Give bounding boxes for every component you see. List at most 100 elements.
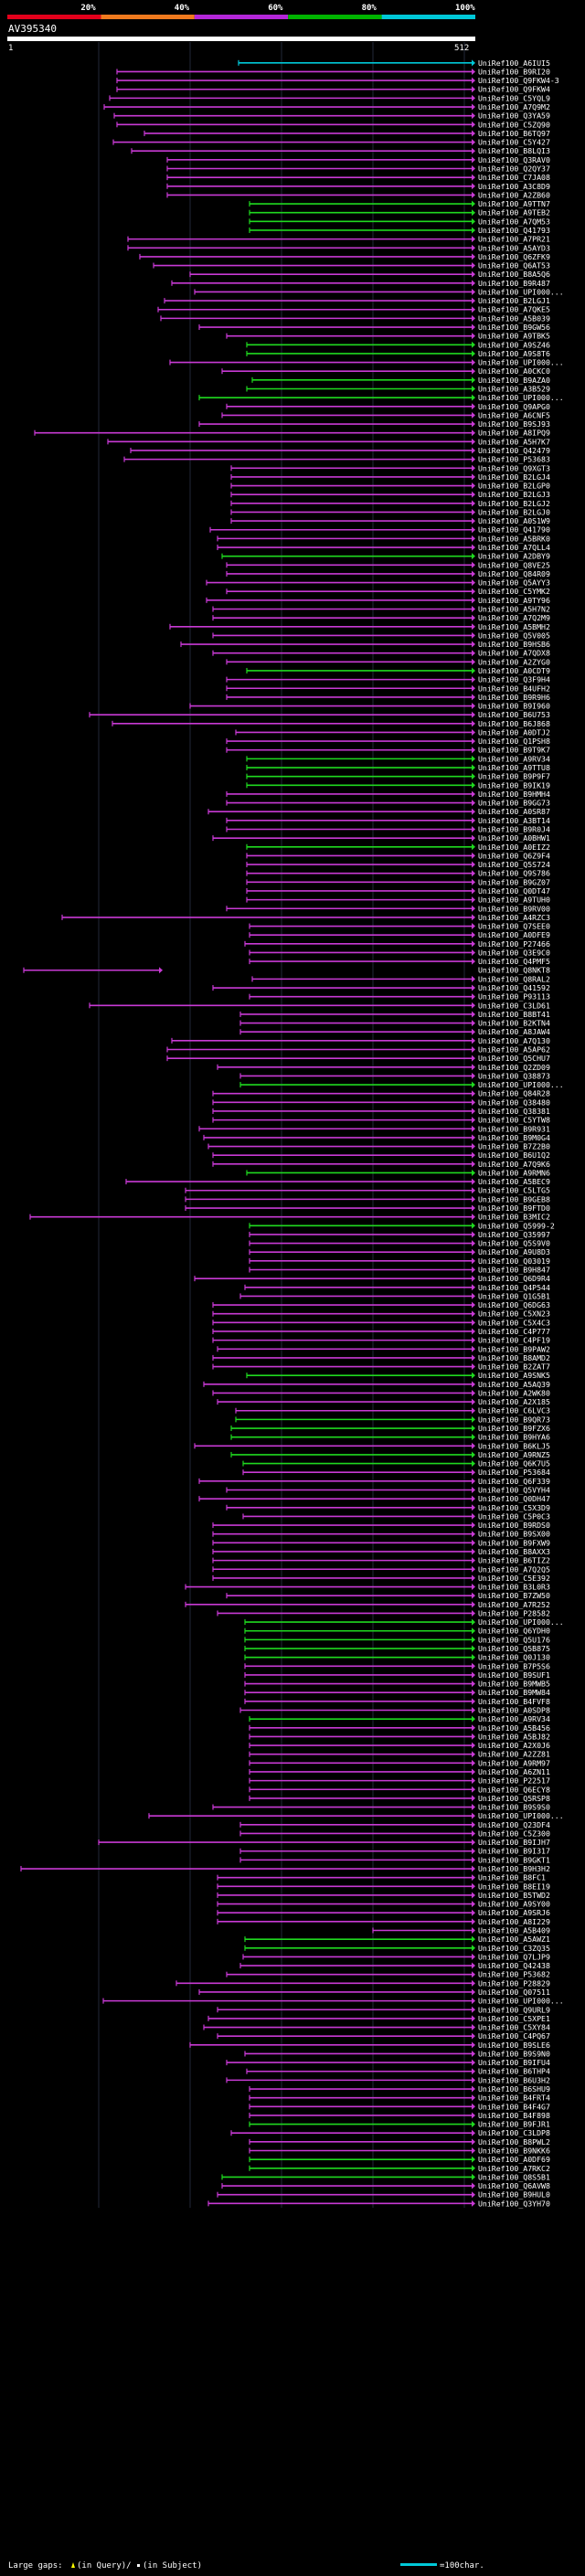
hit-label[interactable]: UniRef100_A7QM53 (478, 217, 550, 226)
hit-label[interactable]: UniRef100_Q9FKW4-3 (478, 76, 559, 85)
hit-label[interactable]: UniRef100_C5ZQ90 (478, 120, 550, 129)
hit-label[interactable]: UniRef100_C4P777 (478, 1327, 550, 1336)
hit-label[interactable]: UniRef100_P27466 (478, 939, 550, 949)
hit-label[interactable]: UniRef100_Q35997 (478, 1230, 550, 1239)
hit-label[interactable]: UniRef100_B2LGJ0 (478, 507, 550, 516)
hit-label[interactable]: UniRef100_B4F4G7 (478, 2102, 550, 2111)
hit-label[interactable]: UniRef100_A5AWZ1 (478, 1935, 550, 1944)
hit-label[interactable]: UniRef100_Q3F9H4 (478, 675, 550, 684)
hit-label[interactable]: UniRef100_B9SUF1 (478, 1670, 550, 1680)
hit-label[interactable]: UniRef100_Q0DT47 (478, 886, 550, 896)
hit-label[interactable]: UniRef100_Q7LJP9 (478, 1952, 550, 1961)
hit-label[interactable]: UniRef100_A2X0J6 (478, 1741, 550, 1750)
hit-label[interactable]: UniRef100_B9T9K7 (478, 746, 550, 755)
hit-label[interactable]: UniRef100_Q7SEE0 (478, 922, 550, 931)
hit-label[interactable]: UniRef100_UPI000... (478, 1997, 564, 2006)
hit-label[interactable]: UniRef100_Q41793 (478, 226, 550, 235)
hit-label[interactable]: UniRef100_UPI000... (478, 1080, 564, 1089)
hit-label[interactable]: UniRef100_P22517 (478, 1776, 550, 1786)
hit-label[interactable]: UniRef100_A4RZC3 (478, 913, 550, 922)
hit-label[interactable]: UniRef100_B9S9S0 (478, 1803, 550, 1812)
hit-label[interactable]: UniRef100_A0BHW1 (478, 833, 550, 843)
hit-label[interactable]: UniRef100_B9R487 (478, 279, 550, 288)
hit-label[interactable]: UniRef100_Q84R09 (478, 569, 550, 578)
hit-label[interactable]: UniRef100_C5X4C3 (478, 1318, 550, 1327)
hit-label[interactable]: UniRef100_B8BT41 (478, 1010, 550, 1019)
hit-label[interactable]: UniRef100_B9FTD0 (478, 1203, 550, 1213)
hit-label[interactable]: UniRef100_A5AYD3 (478, 243, 550, 252)
hit-label[interactable]: UniRef100_B9FZX6 (478, 1424, 550, 1433)
hit-label[interactable]: UniRef100_Q5VYH4 (478, 1486, 550, 1495)
hit-label[interactable]: UniRef100_UPI000... (478, 1617, 564, 1627)
hit-label[interactable]: UniRef100_A2WK80 (478, 1388, 550, 1397)
hit-label[interactable]: UniRef100_Q23DF4 (478, 1820, 550, 1829)
hit-label[interactable]: UniRef100_B8AXX3 (478, 1547, 550, 1556)
hit-label[interactable]: UniRef100_A9TEB2 (478, 208, 550, 217)
hit-label[interactable]: UniRef100_Q9S786 (478, 869, 550, 878)
hit-label[interactable]: UniRef100_Q9URL9 (478, 2005, 550, 2014)
hit-label[interactable]: UniRef100_B9PAW2 (478, 1344, 550, 1353)
hit-label[interactable]: UniRef100_A9SNK5 (478, 1371, 550, 1380)
hit-label[interactable]: UniRef100_Q3E9C0 (478, 948, 550, 957)
hit-label[interactable]: UniRef100_B9SLE6 (478, 2041, 550, 2050)
hit-label[interactable]: UniRef100_UPI000... (478, 393, 564, 402)
hit-label[interactable]: UniRef100_B9GEB8 (478, 1194, 550, 1203)
hit-label[interactable]: UniRef100_B2LGJ4 (478, 472, 550, 482)
hit-label[interactable]: UniRef100_Q41592 (478, 983, 550, 992)
hit-label[interactable]: UniRef100_C5Y427 (478, 138, 550, 147)
hit-label[interactable]: UniRef100_A9RV34 (478, 754, 550, 763)
hit-label[interactable]: UniRef100_Q6YDH0 (478, 1627, 550, 1636)
hit-label[interactable]: UniRef100_A9RMN6 (478, 1168, 550, 1177)
hit-label[interactable]: UniRef100_B9H847 (478, 1266, 550, 1275)
hit-label[interactable]: UniRef100_A7Q9K6 (478, 1160, 550, 1169)
hit-label[interactable]: UniRef100_B4UFH2 (478, 684, 550, 693)
hit-label[interactable]: UniRef100_B3L0R3 (478, 1583, 550, 1592)
hit-label[interactable]: UniRef100_Q0J130 (478, 1653, 550, 1662)
hit-label[interactable]: UniRef100_B9HSB6 (478, 640, 550, 649)
hit-label[interactable]: UniRef100_A9RNZ5 (478, 1450, 550, 1459)
hit-label[interactable]: UniRef100_B4FVF8 (478, 1697, 550, 1706)
hit-label[interactable]: UniRef100_Q3RAV0 (478, 155, 550, 164)
hit-label[interactable]: UniRef100_Q9XGT3 (478, 463, 550, 472)
hit-label[interactable]: UniRef100_Q2ZD09 (478, 1063, 550, 1072)
hit-label[interactable]: UniRef100_B7Z2B0 (478, 1142, 550, 1151)
hit-label[interactable]: UniRef100_Q9APG0 (478, 402, 550, 411)
hit-label[interactable]: UniRef100_B2LGP0 (478, 482, 550, 491)
hit-label[interactable]: UniRef100_A5BJ82 (478, 1732, 550, 1741)
hit-label[interactable]: UniRef100_B9MW84 (478, 1688, 550, 1697)
hit-label[interactable]: UniRef100_C5XPE1 (478, 2014, 550, 2023)
hit-label[interactable]: UniRef100_Q4PMF5 (478, 957, 550, 966)
hit-label[interactable]: UniRef100_Q2QY37 (478, 164, 550, 174)
hit-label[interactable]: UniRef100_Q6AVW8 (478, 2181, 550, 2190)
hit-label[interactable]: UniRef100_B9I317 (478, 1847, 550, 1856)
hit-label[interactable]: UniRef100_A2X185 (478, 1397, 550, 1406)
hit-label[interactable]: UniRef100_B9SJ93 (478, 419, 550, 429)
hit-label[interactable]: UniRef100_Q3YA59 (478, 111, 550, 121)
hit-label[interactable]: UniRef100_A9RM97 (478, 1758, 550, 1767)
hit-label[interactable]: UniRef100_B2KTN4 (478, 1019, 550, 1028)
hit-label[interactable]: UniRef100_B4F898 (478, 2111, 550, 2120)
hit-label[interactable]: UniRef100_B9MWB5 (478, 1680, 550, 1689)
hit-label[interactable]: UniRef100_Q3YH70 (478, 2199, 550, 2208)
hit-label[interactable]: UniRef100_A2ZZ81 (478, 1750, 550, 1759)
hit-label[interactable]: UniRef100_Q38381 (478, 1107, 550, 1116)
hit-label[interactable]: UniRef100_C5XN23 (478, 1309, 550, 1319)
hit-label[interactable]: UniRef100_B6U3H2 (478, 2075, 550, 2084)
hit-label[interactable]: UniRef100_A0DFE9 (478, 930, 550, 939)
hit-label[interactable]: UniRef100_B6SHU9 (478, 2084, 550, 2094)
hit-label[interactable]: UniRef100_Q8VE25 (478, 560, 550, 569)
hit-label[interactable]: UniRef100_B8AMD2 (478, 1353, 550, 1362)
hit-label[interactable]: UniRef100_C5X3D9 (478, 1503, 550, 1512)
hit-label[interactable]: UniRef100_A0DF69 (478, 2155, 550, 2164)
hit-label[interactable]: UniRef100_A0SR87 (478, 807, 550, 816)
hit-label[interactable]: UniRef100_C3LD61 (478, 1001, 550, 1010)
hit-label[interactable]: UniRef100_A9TTN7 (478, 199, 550, 208)
hit-label[interactable]: UniRef100_A6CNF5 (478, 410, 550, 419)
hit-label[interactable]: UniRef100_Q38873 (478, 1071, 550, 1080)
hit-label[interactable]: UniRef100_B6THP4 (478, 2067, 550, 2076)
hit-label[interactable]: UniRef100_B9R931 (478, 1124, 550, 1133)
hit-label[interactable]: UniRef100_B8LQI3 (478, 146, 550, 155)
hit-label[interactable]: UniRef100_Q1G5B1 (478, 1291, 550, 1300)
hit-label[interactable]: UniRef100_A9S8T6 (478, 349, 550, 358)
hit-label[interactable]: UniRef100_Q42479 (478, 446, 550, 455)
